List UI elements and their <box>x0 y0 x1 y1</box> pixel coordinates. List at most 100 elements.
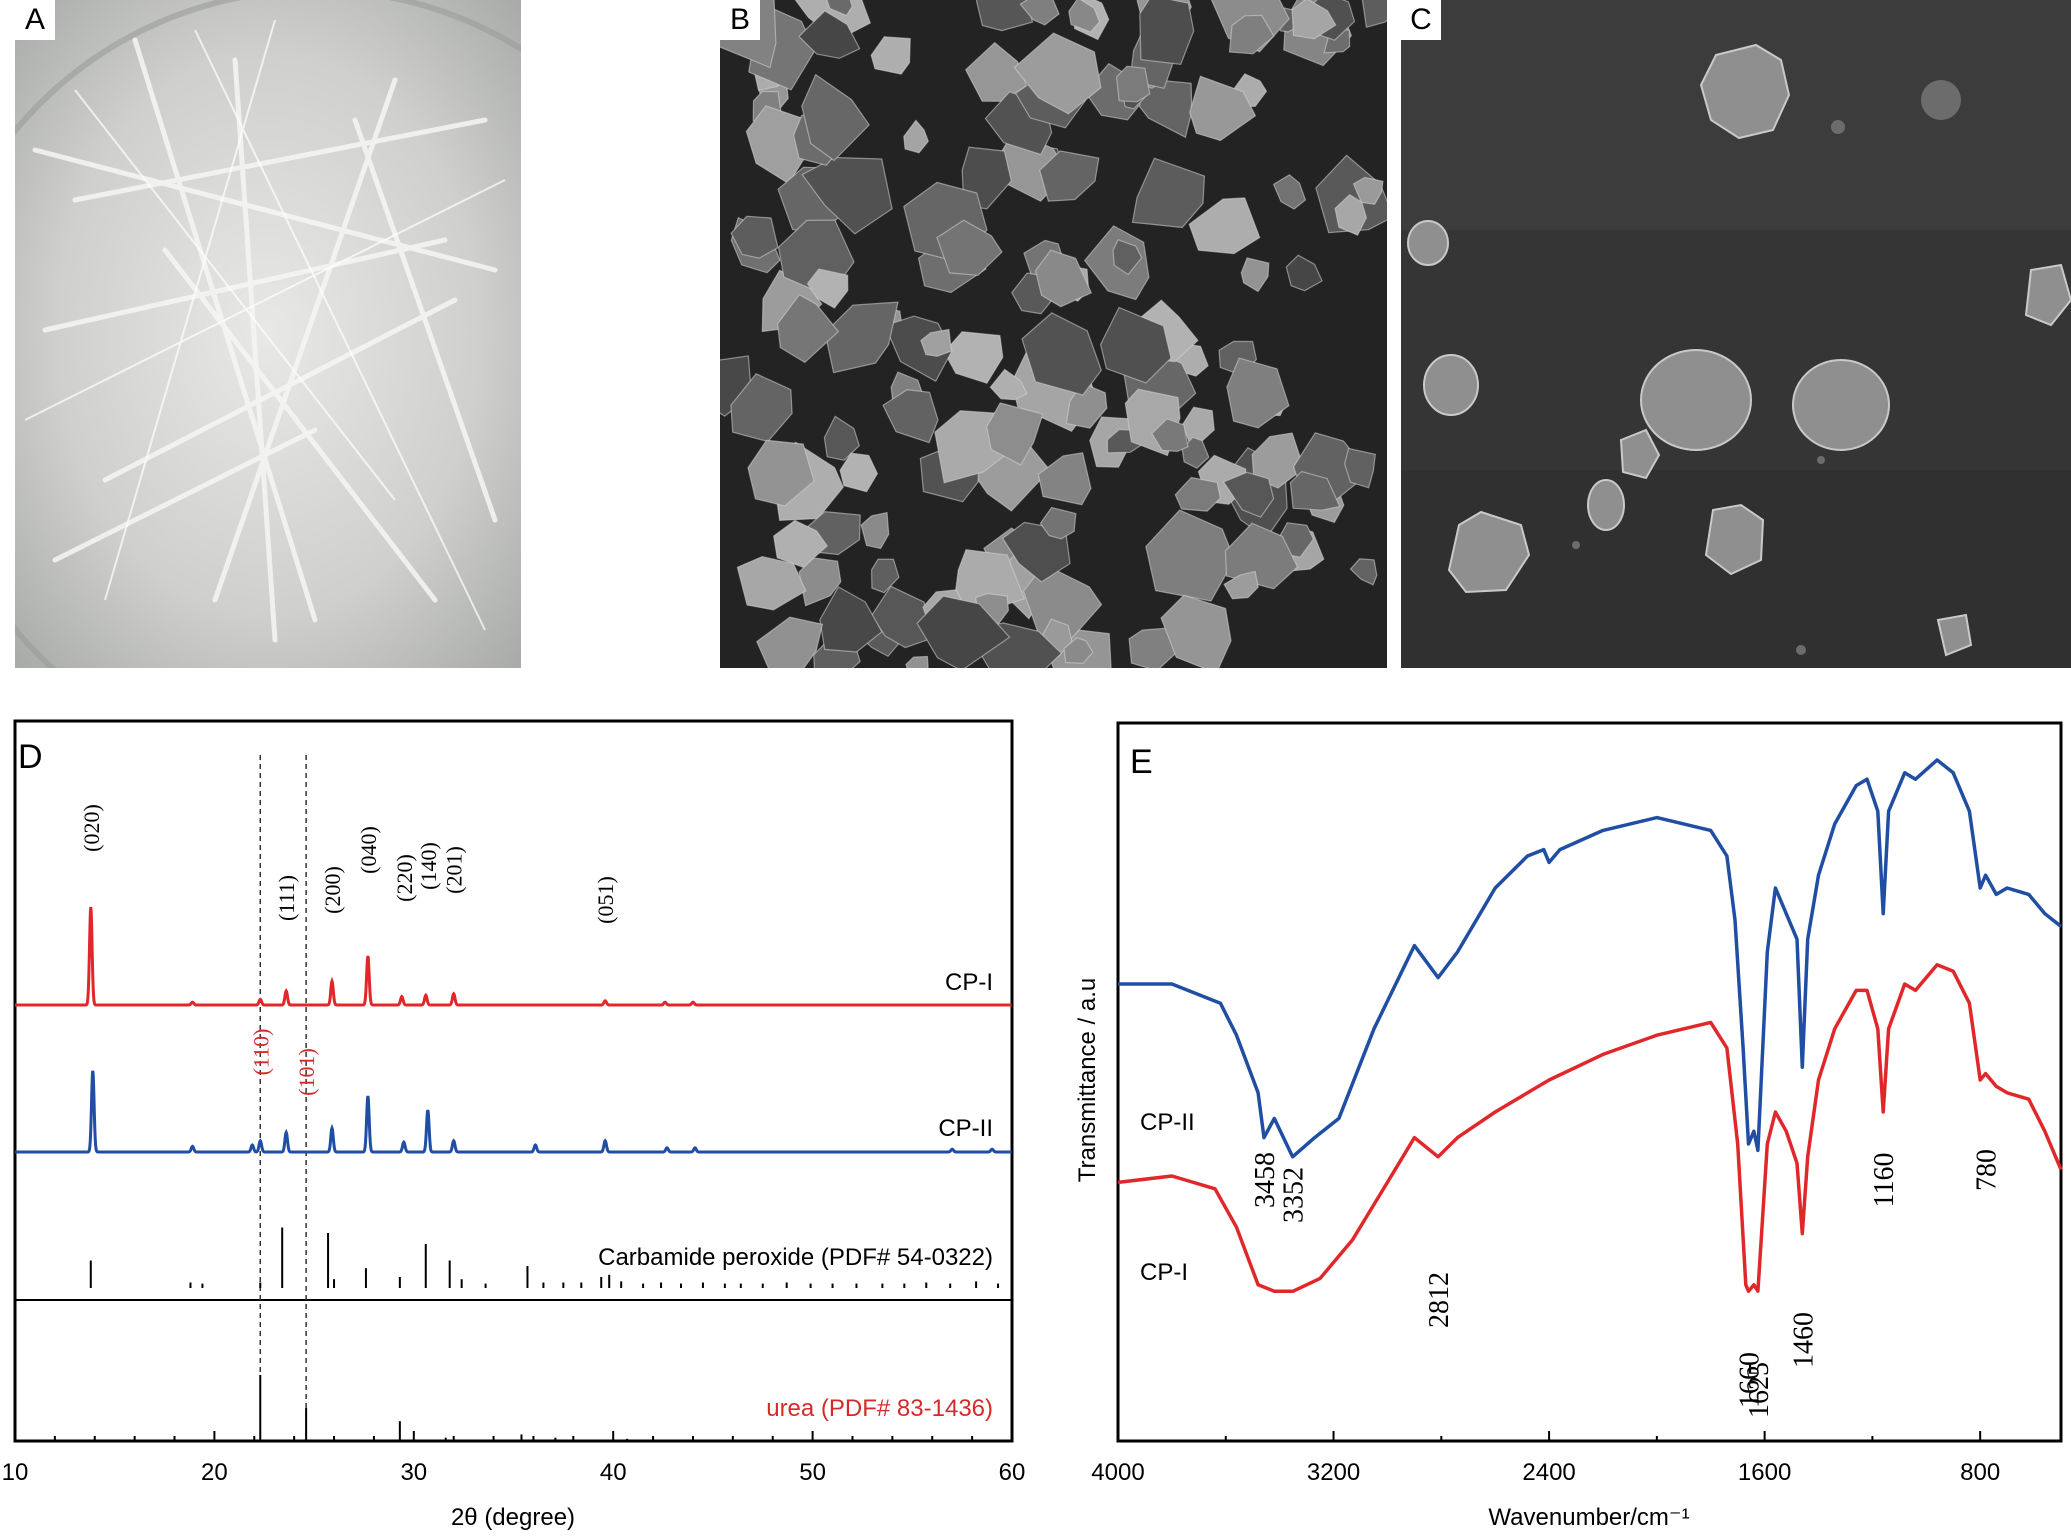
sem-particle <box>986 402 1044 466</box>
reference-label-carbamide-peroxide: Carbamide peroxide (PDF# 54-0322) <box>598 1244 993 1271</box>
xrd-peak-annotation: (110) <box>248 1029 273 1076</box>
sem-image-cp1-graphic <box>720 0 1387 668</box>
xrd-plot-frame <box>13 719 1014 1443</box>
ftir-peak-annotation: 1460 <box>1788 1312 1819 1368</box>
xrd-peak-annotation: (140) <box>416 842 441 890</box>
sem-particle <box>1112 239 1143 276</box>
sem-particle <box>870 36 911 75</box>
sem-particle <box>1352 176 1384 205</box>
ftir-x-tick-label: 4000 <box>1091 1459 1144 1486</box>
ftir-peak-annotation: 1160 <box>1869 1153 1900 1208</box>
sem-particle <box>860 511 890 550</box>
sem-particle <box>819 586 883 653</box>
sem-particle <box>1013 32 1102 115</box>
sem-particle <box>1063 637 1094 664</box>
sem-particle <box>1037 452 1092 506</box>
sem-particle <box>1223 570 1259 600</box>
ftir-peak-annotation: 780 <box>1972 1149 2003 1191</box>
panel-label-b: B <box>720 0 760 40</box>
sem-particle <box>1115 65 1151 103</box>
series-label-cp2: CP-II <box>1140 1109 1195 1136</box>
sem-particle <box>1285 254 1323 292</box>
sem-particle <box>1160 594 1232 668</box>
xrd-peak-annotation: (040) <box>356 826 381 874</box>
xrd-peak-annotation: (201) <box>442 846 467 894</box>
sem-particle <box>826 0 853 17</box>
sem-particle <box>756 616 824 668</box>
ftir-plot-frame <box>1116 721 2063 1443</box>
sem-particle <box>1272 174 1307 210</box>
xrd-x-axis-title: 2θ (degree) <box>451 1504 575 1531</box>
ftir-series-line <box>1117 963 2063 1293</box>
sem-particle <box>1343 447 1376 489</box>
sem-particle <box>1226 357 1290 429</box>
sem-particle <box>1131 157 1206 229</box>
sem-image-cp2 <box>1401 0 2071 668</box>
sem-particle <box>903 119 929 154</box>
xrd-x-tick-label: 40 <box>600 1459 627 1486</box>
xrd-peak-annotation: (101) <box>294 1048 319 1096</box>
sem-particle <box>798 557 842 607</box>
ftir-peak-annotation: 3458 <box>1250 1152 1281 1208</box>
sem-particle <box>870 558 900 594</box>
sem-particle <box>1251 432 1305 489</box>
sem-particle <box>936 219 1003 276</box>
series-label-cp2: CP-II <box>938 1115 993 1142</box>
sem-particle <box>1291 0 1337 40</box>
xrd-series-line <box>15 1070 1012 1154</box>
sem-particle <box>776 293 840 364</box>
sem-particle <box>1021 312 1102 396</box>
ftir-x-tick-label: 3200 <box>1307 1459 1360 1486</box>
sem-particle <box>773 519 829 568</box>
sem-particle <box>730 215 779 259</box>
sem-particle <box>1334 194 1368 236</box>
sem-image-cp1 <box>720 0 1387 668</box>
ftir-peak-annotation: 3352 <box>1279 1167 1310 1223</box>
sem-particle <box>1349 558 1378 586</box>
sem-particle <box>1139 0 1195 65</box>
sem-particle <box>1228 14 1275 55</box>
sem-particle <box>1240 257 1270 293</box>
sem-particle <box>1189 75 1257 142</box>
sem-particle <box>882 389 939 444</box>
xrd-peak-annotation: (020) <box>79 804 104 852</box>
sem-particle <box>1188 197 1261 255</box>
sem-particle <box>1099 306 1172 384</box>
crystal-photo-graphic <box>15 0 521 668</box>
sem-particle <box>1289 470 1341 511</box>
xrd-peak-annotation: (111) <box>274 875 299 921</box>
xrd-x-tick-label: 10 <box>2 1459 29 1486</box>
reference-label-urea: urea (PDF# 83-1436) <box>766 1395 993 1422</box>
sem-particle <box>1068 0 1101 33</box>
panel-label-c: C <box>1401 0 1441 40</box>
sem-particle <box>1151 418 1189 453</box>
xrd-peak-annotation: (200) <box>320 866 345 914</box>
series-label-cp1: CP-I <box>945 969 993 996</box>
xrd-x-tick-label: 30 <box>400 1459 427 1486</box>
ftir-x-tick-label: 800 <box>1960 1459 2000 1486</box>
sem-particle <box>798 10 861 59</box>
xrd-peak-annotation: (051) <box>593 876 618 924</box>
ftir-x-tick-label: 2400 <box>1522 1459 1575 1486</box>
xrd-chart: D (020) (111) (200) (040) (220)(140) (201) (05… <box>2 719 1026 1531</box>
ftir-peak-annotation: 1625 <box>1744 1362 1775 1418</box>
xrd-x-tick-label: 60 <box>999 1459 1026 1486</box>
sem-particle <box>1361 0 1387 29</box>
xrd-x-tick-label: 20 <box>201 1459 228 1486</box>
sem-particle <box>1019 0 1060 26</box>
sem-particle <box>1145 509 1235 602</box>
xrd-x-tick-label: 50 <box>799 1459 826 1486</box>
panel-label-d: D <box>18 738 43 776</box>
ftir-peak-annotation: 2812 <box>1424 1272 1455 1328</box>
sem-particle <box>1222 471 1275 518</box>
xrd-peak-annotation: (220) <box>392 854 417 902</box>
sem-particle <box>747 439 815 507</box>
sem-particle <box>989 368 1028 401</box>
crystal-photo <box>15 0 521 668</box>
sem-particle <box>975 0 1034 32</box>
panel-label-e: E <box>1130 743 1153 781</box>
ftir-x-tick-label: 1600 <box>1738 1459 1791 1486</box>
series-label-cp1: CP-I <box>1140 1259 1188 1286</box>
sem-particle <box>806 268 849 309</box>
ftir-y-axis-title: Transmittance / a.u <box>1074 978 1101 1183</box>
